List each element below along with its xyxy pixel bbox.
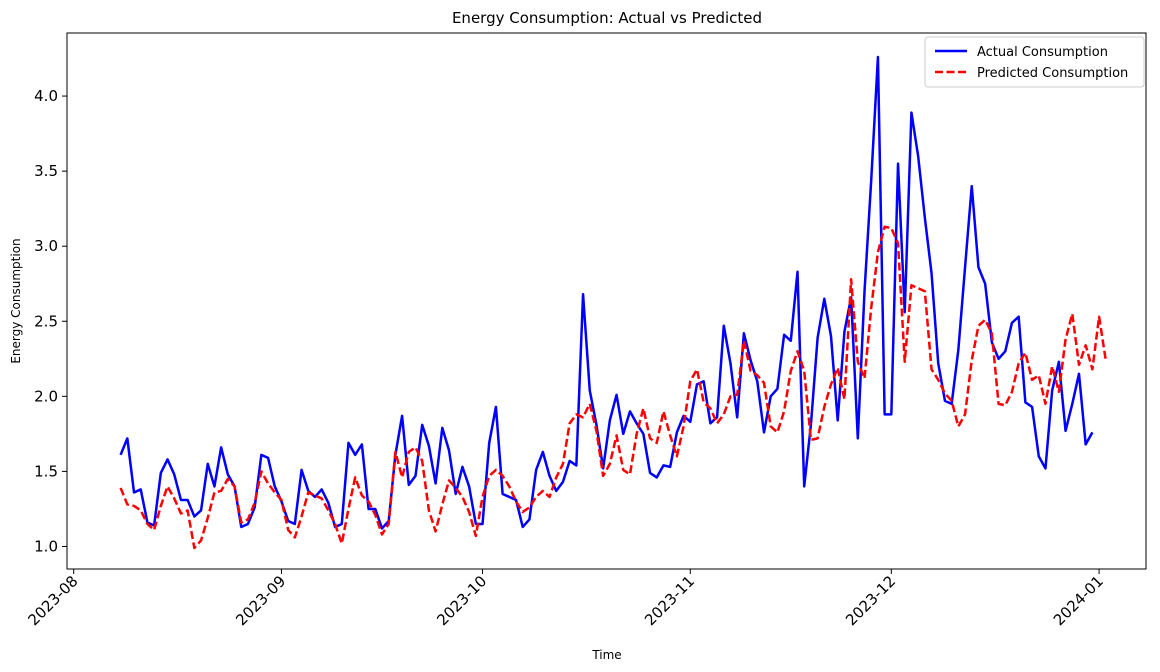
chart-title: Energy Consumption: Actual vs Predicted xyxy=(452,9,762,27)
x-tick-label: 2023-10 xyxy=(433,572,490,629)
y-tick-label: 1.5 xyxy=(34,462,58,480)
y-tick-label: 2.5 xyxy=(34,312,58,330)
y-tick-label: 1.0 xyxy=(34,537,58,555)
series-line-predicted xyxy=(119,225,1108,550)
x-tick-label: 2024-01 xyxy=(1050,572,1107,629)
x-axis: 2023-08 2023-09 2023-10 2023-11 2023-12 2024-… xyxy=(24,569,1107,629)
x-tick-label: 2023-09 xyxy=(232,572,289,629)
y-tick-label: 4.0 xyxy=(34,87,58,105)
legend-label-predicted: Predicted Consumption xyxy=(977,66,1128,81)
y-tick-label: 3.5 xyxy=(34,162,58,180)
legend-frame xyxy=(924,36,1145,88)
y-axis-label: Energy Consumption xyxy=(9,238,23,363)
legend: Actual Consumption Predicted Consumption xyxy=(924,36,1145,88)
y-tick-label: 2.0 xyxy=(34,387,58,405)
x-tick-label: 2023-08 xyxy=(24,572,81,629)
y-axis: 1.0 1.5 2.0 2.5 3.0 3.5 4.0 xyxy=(34,87,67,555)
x-tick-label: 2023-11 xyxy=(641,572,698,629)
series-line-actual xyxy=(119,55,1094,530)
legend-label-actual: Actual Consumption xyxy=(977,45,1108,60)
x-axis-label: Time xyxy=(591,648,621,662)
y-tick-label: 3.0 xyxy=(34,237,58,255)
plot-area xyxy=(66,32,1147,570)
x-tick-label: 2023-12 xyxy=(842,572,899,629)
plot-frame xyxy=(66,32,1147,570)
